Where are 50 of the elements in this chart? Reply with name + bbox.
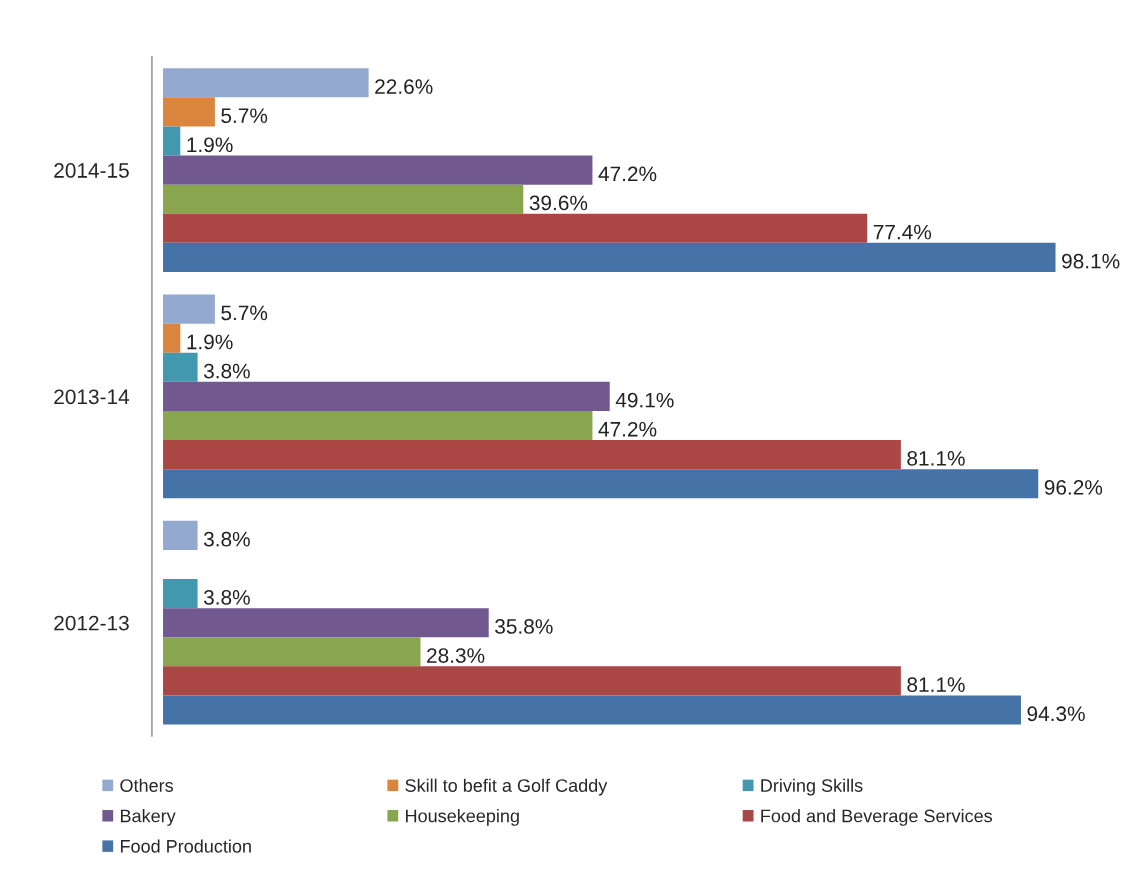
legend-label: Skill to befit a Golf Caddy (405, 778, 608, 796)
bar (163, 410, 593, 441)
legend-label: Housekeeping (406, 809, 519, 826)
data-label: 47.2% (598, 166, 657, 182)
y-tick-label: 2014-15 (54, 163, 129, 178)
data-label: 81.1% (907, 677, 965, 693)
bar (163, 352, 198, 382)
data-label: 49.1% (615, 392, 674, 408)
data-label: 81.1% (907, 450, 965, 466)
legend-label: Others (120, 778, 174, 792)
data-label: 96.2% (1044, 480, 1103, 495)
data-label: 5.7% (221, 305, 268, 321)
bar (163, 184, 524, 214)
legend-label: Bakery (120, 809, 176, 826)
data-label: 5.7% (221, 108, 268, 124)
data-label: 39.6% (529, 195, 588, 211)
data-label: 35.8% (495, 619, 553, 634)
bar (163, 608, 489, 638)
bar (163, 381, 610, 411)
bar (163, 469, 1039, 499)
legend-label: Food Production (120, 839, 251, 853)
data-label: 3.8% (203, 589, 250, 605)
data-label: 28.3% (427, 648, 485, 663)
bar (163, 666, 901, 696)
bar (163, 126, 181, 156)
bar (163, 68, 369, 98)
y-tick-label: 2013-14 (54, 389, 130, 405)
data-label: 47.2% (598, 421, 657, 437)
data-label: 98.1% (1062, 253, 1120, 269)
bar (163, 97, 215, 127)
bar (163, 440, 901, 470)
data-label: 3.8% (203, 531, 250, 547)
data-label: 94.3% (1027, 706, 1085, 722)
bar (163, 242, 1056, 272)
y-tick-label: 2012-13 (54, 615, 129, 631)
data-label: 22.6% (375, 79, 433, 94)
bar (163, 695, 1021, 725)
data-label: 77.4% (873, 224, 932, 240)
legend-label: Driving Skills (761, 778, 863, 796)
data-label: 1.9% (187, 137, 233, 153)
bar (163, 579, 198, 609)
bar (163, 213, 868, 243)
bar (163, 323, 181, 353)
legend-label: Food and Beverage Services (761, 809, 993, 826)
bar (163, 155, 593, 185)
bar (163, 294, 215, 324)
data-label: 1.9% (187, 334, 233, 350)
bar (163, 637, 421, 667)
data-label: 3.8% (203, 363, 250, 379)
bar (163, 520, 198, 550)
